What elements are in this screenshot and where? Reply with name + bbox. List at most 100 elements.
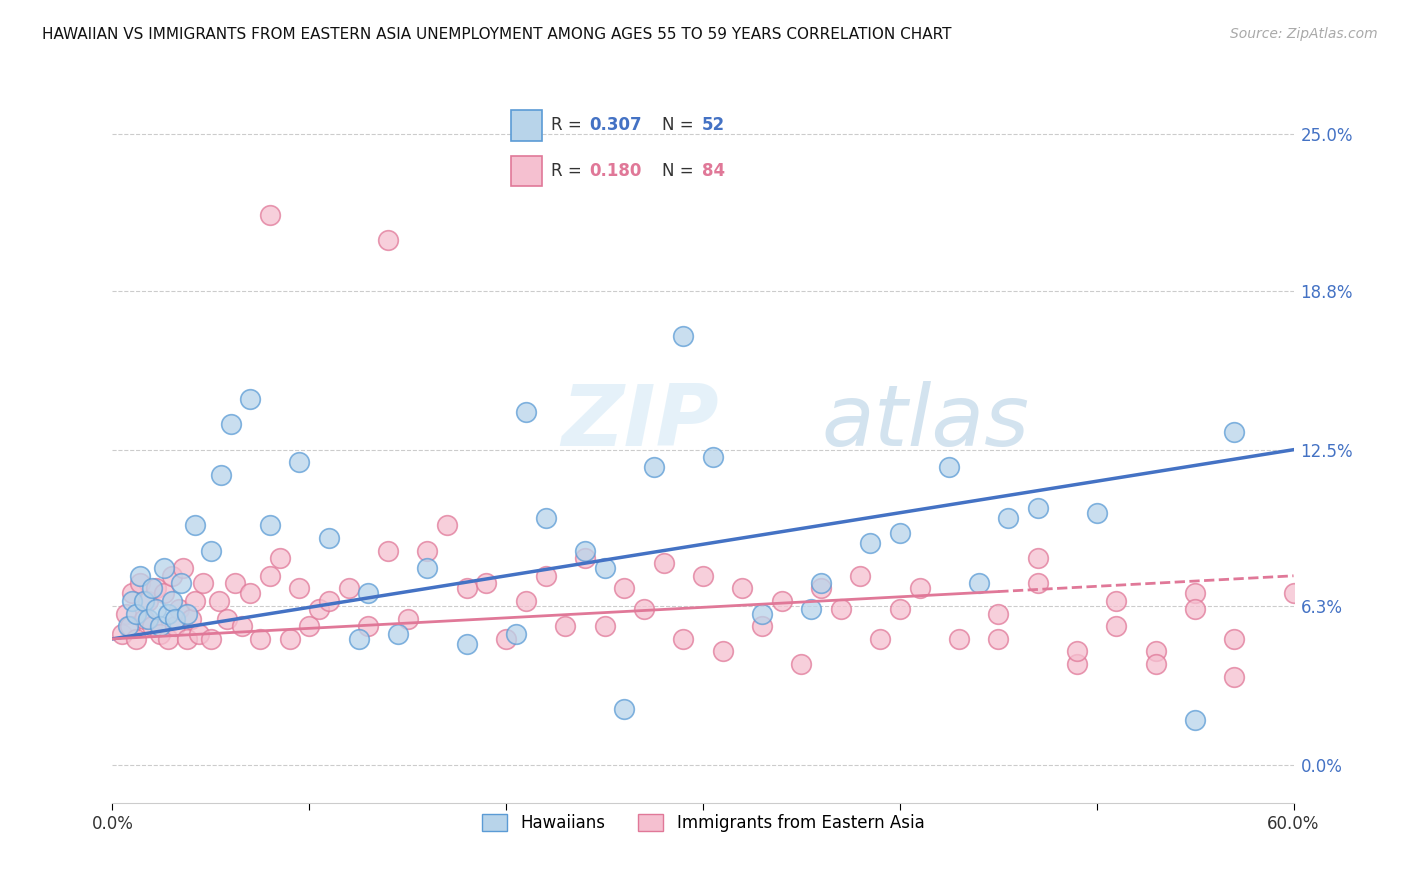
Point	[800, 601, 823, 615]
Point	[357, 619, 380, 633]
Point	[318, 531, 340, 545]
Point	[125, 632, 148, 646]
Point	[200, 632, 222, 646]
Point	[574, 551, 596, 566]
Point	[613, 582, 636, 596]
Point	[184, 518, 207, 533]
Point	[1066, 657, 1088, 671]
Point	[169, 601, 191, 615]
Point	[1223, 632, 1246, 646]
Point	[176, 607, 198, 621]
Point	[692, 569, 714, 583]
Point	[770, 594, 793, 608]
Point	[830, 601, 852, 615]
Text: HAWAIIAN VS IMMIGRANTS FROM EASTERN ASIA UNEMPLOYMENT AMONG AGES 55 TO 59 YEARS : HAWAIIAN VS IMMIGRANTS FROM EASTERN ASIA…	[42, 27, 952, 42]
Point	[377, 543, 399, 558]
Point	[869, 632, 891, 646]
Point	[938, 460, 960, 475]
Point	[702, 450, 724, 465]
Point	[574, 543, 596, 558]
Point	[278, 632, 301, 646]
Point	[643, 460, 665, 475]
Point	[136, 612, 159, 626]
Point	[121, 586, 143, 600]
Point	[859, 536, 882, 550]
Point	[288, 455, 311, 469]
Point	[908, 582, 931, 596]
Point	[987, 607, 1010, 621]
Point	[416, 561, 439, 575]
Point	[731, 582, 754, 596]
Point	[554, 619, 576, 633]
Point	[160, 569, 183, 583]
Point	[288, 582, 311, 596]
Point	[180, 612, 202, 626]
Point	[208, 594, 231, 608]
Point	[145, 582, 167, 596]
Point	[810, 576, 832, 591]
Point	[593, 561, 616, 575]
Point	[152, 561, 174, 575]
Point	[515, 594, 537, 608]
Point	[997, 510, 1019, 524]
Point	[456, 637, 478, 651]
Legend: Hawaiians, Immigrants from Eastern Asia: Hawaiians, Immigrants from Eastern Asia	[475, 807, 931, 838]
Point	[160, 594, 183, 608]
Point	[165, 619, 187, 633]
Point	[751, 619, 773, 633]
Point	[652, 556, 675, 570]
Point	[209, 467, 232, 482]
Point	[889, 601, 911, 615]
Point	[156, 632, 179, 646]
Point	[672, 632, 695, 646]
Point	[172, 561, 194, 575]
Point	[1184, 601, 1206, 615]
Point	[117, 619, 139, 633]
Point	[456, 582, 478, 596]
Point	[1144, 657, 1167, 671]
Point	[672, 329, 695, 343]
Point	[129, 576, 152, 591]
Point	[810, 582, 832, 596]
Point	[505, 627, 527, 641]
Text: ZIP: ZIP	[561, 381, 718, 464]
Point	[200, 543, 222, 558]
Point	[269, 551, 291, 566]
Point	[1026, 500, 1049, 515]
Point	[231, 619, 253, 633]
Point	[987, 632, 1010, 646]
Point	[318, 594, 340, 608]
Point	[259, 518, 281, 533]
Text: atlas: atlas	[821, 381, 1029, 464]
Point	[613, 702, 636, 716]
Point	[948, 632, 970, 646]
Point	[337, 582, 360, 596]
Point	[224, 576, 246, 591]
Point	[176, 632, 198, 646]
Point	[191, 576, 214, 591]
Point	[1085, 506, 1108, 520]
Point	[711, 644, 734, 658]
Point	[1223, 670, 1246, 684]
Point	[184, 594, 207, 608]
Point	[1184, 586, 1206, 600]
Point	[534, 510, 557, 524]
Point	[136, 594, 159, 608]
Point	[249, 632, 271, 646]
Point	[259, 208, 281, 222]
Point	[120, 619, 142, 633]
Point	[132, 612, 155, 626]
Point	[396, 612, 419, 626]
Point	[111, 627, 134, 641]
Point	[593, 619, 616, 633]
Point	[475, 576, 498, 591]
Point	[132, 594, 155, 608]
Point	[298, 619, 321, 633]
Text: Source: ZipAtlas.com: Source: ZipAtlas.com	[1230, 27, 1378, 41]
Point	[1105, 619, 1128, 633]
Point	[239, 392, 262, 407]
Point	[436, 518, 458, 533]
Point	[1223, 425, 1246, 439]
Point	[377, 233, 399, 247]
Point	[308, 601, 330, 615]
